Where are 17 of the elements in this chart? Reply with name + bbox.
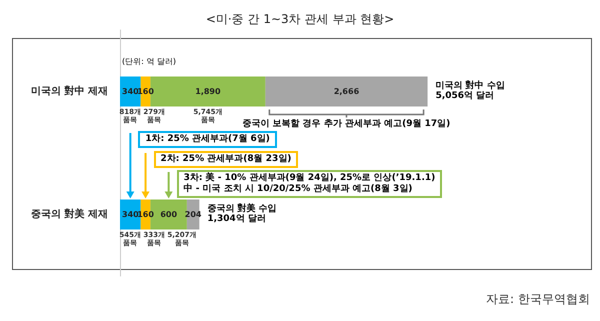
total-label: 중국의 對美 수입 1,304억 달러: [207, 204, 277, 226]
annotation: 3차: 美 - 10% 관세부과(9월 24일), 25%로 인상(’19.1.1) 中 - 미국 조치 시 10/20/25% 관세부과 예고(8월 3일): [176, 170, 442, 198]
data-label: 2,666: [334, 87, 360, 96]
data-label: 340: [122, 87, 140, 96]
text: 자료: 한국무역협회: [486, 292, 590, 306]
data-label: 600: [160, 210, 178, 219]
y-tick-label: 중국의 對美 제재: [31, 208, 108, 220]
annotation: 2차: 25% 관세부과(8월 23일): [154, 151, 298, 168]
y-tick-label: 미국의 對中 제재: [31, 85, 108, 97]
data-label: 1,890: [195, 87, 221, 96]
text: (단위: 억 달러): [122, 56, 176, 66]
data-label: 340: [122, 210, 140, 219]
bar: [265, 76, 428, 106]
annotation: 중국이 보복할 경우 추가 관세부과 예고(9월 17일): [242, 118, 450, 130]
chart-title: <미·중 간 1~3차 관세 부과 현황>: [206, 12, 394, 26]
annotation: 1차: 25% 관세부과(7월 6일): [138, 131, 277, 148]
total-label: 미국의 對中 수입 5,056억 달러: [436, 80, 505, 102]
